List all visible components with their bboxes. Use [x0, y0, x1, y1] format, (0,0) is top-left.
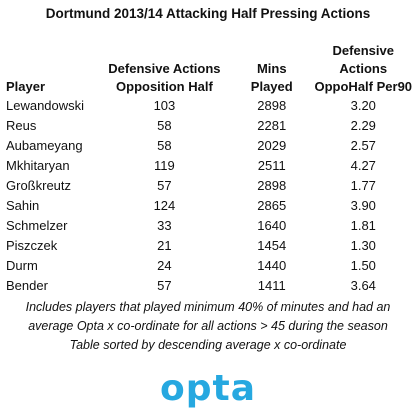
cell-per90: 2.29	[350, 118, 376, 133]
cell-defensive-actions: 57	[157, 278, 172, 293]
cell-defensive-actions: 58	[157, 138, 172, 153]
header-per90-line1: Defensive Actions	[332, 43, 394, 76]
footnotes: Includes players that played minimum 40%…	[0, 298, 416, 355]
table-row: Bender 57 1411 3.64	[6, 276, 416, 296]
cell-player: Durm	[6, 258, 38, 273]
cell-per90: 1.30	[350, 238, 376, 253]
cell-mins-played: 1440	[257, 258, 287, 273]
table-row: Schmelzer 33 1640 1.81	[6, 216, 416, 236]
cell-per90: 4.27	[350, 158, 376, 173]
cell-player: Großkreutz	[6, 178, 72, 193]
cell-mins-played: 1640	[257, 218, 287, 233]
footnote-line: Includes players that played minimum 40%…	[25, 300, 391, 314]
cell-mins-played: 1411	[257, 278, 286, 293]
cell-per90: 3.90	[350, 198, 376, 213]
table-row: Aubameyang 58 2029 2.57	[6, 136, 416, 156]
footnote-line: Table sorted by descending average x co-…	[69, 338, 347, 352]
cell-defensive-actions: 103	[153, 98, 176, 113]
cell-mins-played: 2898	[257, 98, 287, 113]
cell-mins-played: 1454	[257, 238, 287, 253]
table-row: Sahin 124 2865 3.90	[6, 196, 416, 216]
table-row: Piszczek 21 1454 1.30	[6, 236, 416, 256]
cell-player: Mkhitaryan	[6, 158, 70, 173]
stats-table: Player Defensive Actions Opposition Half…	[6, 42, 416, 296]
cell-per90: 1.81	[350, 218, 376, 233]
cell-defensive-actions: 24	[157, 258, 172, 273]
cell-per90: 3.64	[350, 278, 376, 293]
cell-mins-played: 2865	[257, 198, 287, 213]
header-defensive-actions: Defensive Actions Opposition Half	[96, 42, 233, 96]
header-per90-line2: OppoHalf Per90	[314, 79, 413, 94]
table-row: Lewandowski 103 2898 3.20	[6, 96, 416, 116]
cell-per90: 1.77	[350, 178, 376, 193]
cell-player: Bender	[6, 278, 48, 293]
header-defensive-actions-line1: Defensive Actions	[108, 61, 221, 76]
header-mins-line2: Played	[250, 79, 293, 94]
cell-mins-played: 2029	[257, 138, 287, 153]
header-mins-line1: Mins	[256, 61, 287, 76]
cell-player: Aubameyang	[6, 138, 83, 153]
cell-defensive-actions: 57	[157, 178, 172, 193]
table-row: Mkhitaryan 119 2511 4.27	[6, 156, 416, 176]
cell-player: Sahin	[6, 198, 40, 213]
table-row: Durm 24 1440 1.50	[6, 256, 416, 276]
table-row: Reus 58 2281 2.29	[6, 116, 416, 136]
cell-player: Schmelzer	[6, 218, 68, 233]
header-player: Player	[6, 79, 46, 94]
cell-per90: 1.50	[350, 258, 376, 273]
header-defensive-actions-line2: Opposition Half	[116, 79, 213, 94]
cell-defensive-actions: 21	[157, 238, 172, 253]
header-row: Player Defensive Actions Opposition Half…	[6, 42, 416, 96]
header-per90: Defensive Actions OppoHalf Per90	[311, 42, 416, 96]
header-mins-played: Mins Played	[233, 42, 311, 96]
cell-per90: 3.20	[350, 98, 376, 113]
cell-per90: 2.57	[350, 138, 376, 153]
cell-defensive-actions: 119	[154, 158, 175, 173]
cell-mins-played: 2511	[257, 158, 286, 173]
cell-player: Lewandowski	[6, 98, 85, 113]
table-row: Großkreutz 57 2898 1.77	[6, 176, 416, 196]
cell-defensive-actions: 124	[153, 198, 176, 213]
footnote-line: average Opta x co-ordinate for all actio…	[28, 319, 388, 333]
cell-player: Piszczek	[6, 238, 58, 253]
cell-player: Reus	[6, 118, 37, 133]
cell-defensive-actions: 58	[157, 118, 172, 133]
cell-mins-played: 2898	[257, 178, 287, 193]
cell-defensive-actions: 33	[157, 218, 172, 233]
table-title: Dortmund 2013/14 Attacking Half Pressing…	[45, 6, 371, 21]
opta-logo: opta	[159, 368, 256, 409]
cell-mins-played: 2281	[257, 118, 287, 133]
